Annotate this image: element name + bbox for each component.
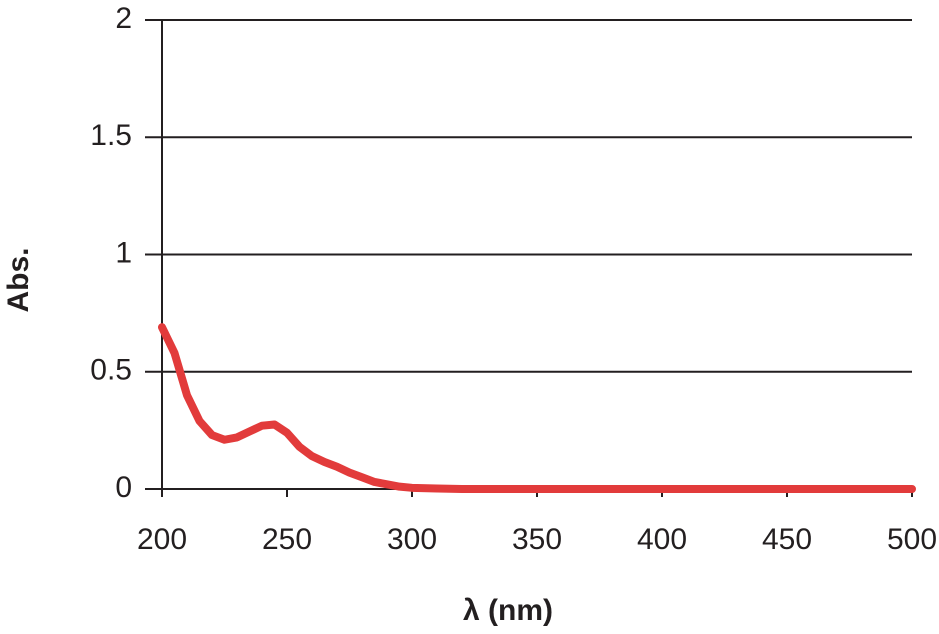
y-tick-label: 1.5 [90,119,132,152]
x-tick-label: 450 [762,523,812,556]
x-tick-label: 400 [637,523,687,556]
y-tick-label: 2 [115,2,132,35]
y-tick-label: 1 [115,236,132,269]
x-tick-label: 250 [262,523,312,556]
x-tick-label: 200 [137,523,187,556]
data-line [158,323,916,493]
y-tick-label: 0 [115,471,132,504]
x-tick-label: 350 [512,523,562,556]
x-tick-label: 300 [387,523,437,556]
y-axis-title: Abs. [2,247,35,312]
y-tick-label: 0.5 [90,354,132,387]
x-tick-label: 500 [887,523,937,556]
x-axis-title: λ (nm) [463,594,553,627]
